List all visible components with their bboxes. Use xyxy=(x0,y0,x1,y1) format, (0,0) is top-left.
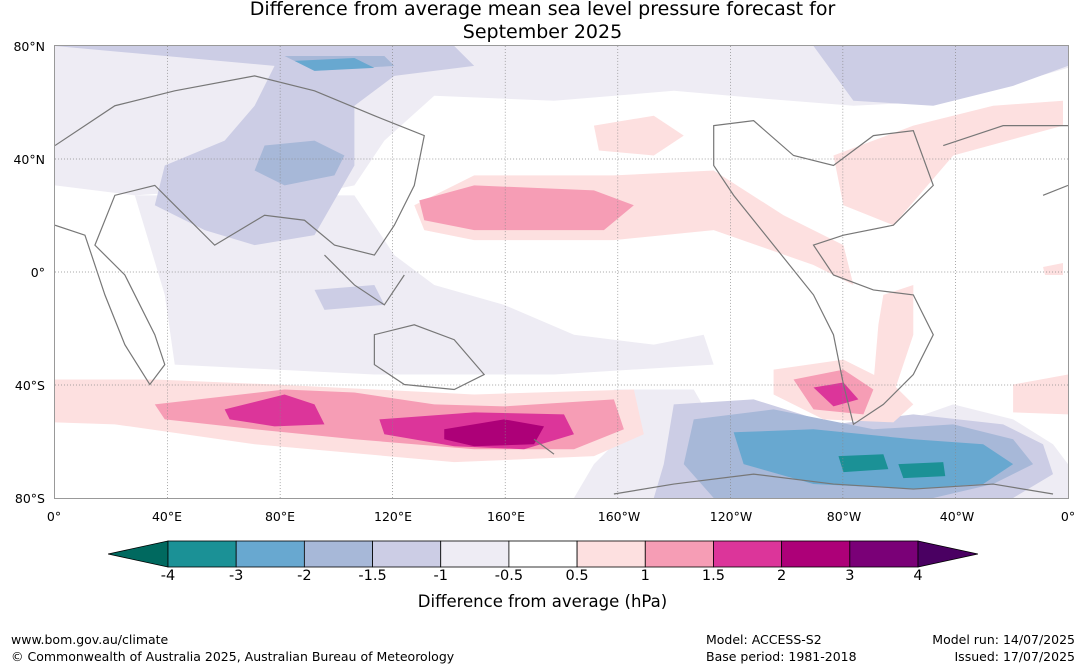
lon-label-40w: 40°W xyxy=(939,509,975,524)
colorbar-cell xyxy=(303,540,373,568)
colorbar-cell xyxy=(849,540,919,568)
anomaly-band-minus-3 xyxy=(838,454,946,479)
footer-model: Model: ACCESS-S2 xyxy=(706,632,822,647)
footer-model-run: Model run: 14/07/2025 xyxy=(932,632,1075,647)
lon-label-0-right: 0° xyxy=(1060,509,1076,524)
footer-website: www.bom.gov.au/climate xyxy=(11,632,169,647)
lat-label-0: 0° xyxy=(30,265,45,280)
colorbar-cell xyxy=(167,540,237,568)
colorbar-cell xyxy=(576,540,646,568)
colorbar-tick-label: -1.5 xyxy=(358,568,387,584)
colorbar-cell xyxy=(372,540,442,568)
colorbar-title: Difference from average (hPa) xyxy=(417,592,668,611)
colorbar-tick-label: -2 xyxy=(297,568,312,584)
colorbar-low-extend xyxy=(108,540,169,568)
lon-label-40e: 40°E xyxy=(151,509,183,524)
colorbar-tick-label: 1 xyxy=(640,568,650,584)
colorbar-high-extend xyxy=(917,540,978,568)
lat-label-80s: 80°S xyxy=(14,491,45,506)
colorbar-cell xyxy=(713,540,783,568)
colorbar-cells xyxy=(167,540,919,568)
lat-label-40s: 40°S xyxy=(14,378,45,393)
lon-label-120w: 120°W xyxy=(709,509,753,524)
lat-label-80n: 80°N xyxy=(13,39,45,54)
footer-model-info: Model: ACCESS-S2 Base period: 1981-2018 xyxy=(706,631,857,665)
lon-label-80e: 80°E xyxy=(264,509,296,524)
colorbar-tick-label: -1 xyxy=(433,568,448,584)
colorbar-tick-label: 3 xyxy=(845,568,855,584)
colorbar-tick-label: -3 xyxy=(228,568,244,584)
lon-label-0-left: 0° xyxy=(46,509,62,524)
footer-copyright: © Commonwealth of Australia 2025, Austra… xyxy=(11,649,455,664)
footer-dates: Model run: 14/07/2025 Issued: 17/07/2025 xyxy=(932,631,1075,665)
colorbar xyxy=(108,540,978,568)
colorbar-cell xyxy=(508,540,578,568)
lon-label-160w: 160°W xyxy=(597,509,641,524)
lon-label-80w: 80°W xyxy=(826,509,862,524)
lat-label-40n: 40°N xyxy=(13,152,45,167)
lon-label-160e: 160°E xyxy=(486,509,526,524)
colorbar-tick-label: -0.5 xyxy=(494,568,524,584)
colorbar-tick-label: 1.5 xyxy=(701,568,725,584)
colorbar-cell xyxy=(440,540,510,568)
colorbar-cell xyxy=(644,540,714,568)
map-title-line-1: Difference from average mean sea level p… xyxy=(249,0,836,20)
anomaly-band-2 xyxy=(444,419,545,447)
colorbar-tick-label: 2 xyxy=(777,568,787,584)
graticule xyxy=(55,46,1068,498)
map-title-line-2: September 2025 xyxy=(462,21,623,43)
coastlines xyxy=(55,75,1068,495)
colorbar-tick-label: 0.5 xyxy=(565,568,589,584)
footer-base-period: Base period: 1981-2018 xyxy=(706,649,857,664)
footer-left: www.bom.gov.au/climate © Commonwealth of… xyxy=(11,631,454,665)
colorbar-cell xyxy=(235,540,305,568)
lon-label-120e: 120°E xyxy=(373,509,413,524)
colorbar-tick-label: -4 xyxy=(160,568,176,584)
footer-issued: Issued: 17/07/2025 xyxy=(954,649,1076,664)
pressure-anomaly-map xyxy=(54,45,1069,499)
colorbar-cell xyxy=(781,540,851,568)
colorbar-tick-label: 4 xyxy=(913,568,923,584)
